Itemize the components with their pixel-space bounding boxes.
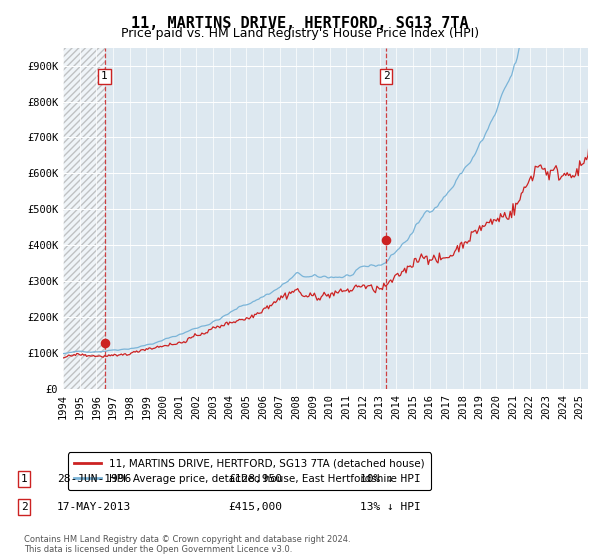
Bar xyxy=(63,48,104,389)
Text: 2: 2 xyxy=(383,71,389,81)
Point xyxy=(381,236,391,245)
Text: Price paid vs. HM Land Registry's House Price Index (HPI): Price paid vs. HM Land Registry's House … xyxy=(121,27,479,40)
Point xyxy=(100,338,109,347)
Legend: 11, MARTINS DRIVE, HERTFORD, SG13 7TA (detached house), HPI: Average price, deta: 11, MARTINS DRIVE, HERTFORD, SG13 7TA (d… xyxy=(68,452,431,490)
Text: 2: 2 xyxy=(20,502,28,512)
Text: Contains HM Land Registry data © Crown copyright and database right 2024.
This d: Contains HM Land Registry data © Crown c… xyxy=(24,535,350,554)
Text: 1: 1 xyxy=(20,474,28,484)
Text: 13% ↓ HPI: 13% ↓ HPI xyxy=(360,502,421,512)
Text: £128,950: £128,950 xyxy=(228,474,282,484)
Text: 17-MAY-2013: 17-MAY-2013 xyxy=(57,502,131,512)
Text: 11, MARTINS DRIVE, HERTFORD, SG13 7TA: 11, MARTINS DRIVE, HERTFORD, SG13 7TA xyxy=(131,16,469,31)
Text: 10% ↓ HPI: 10% ↓ HPI xyxy=(360,474,421,484)
Text: £415,000: £415,000 xyxy=(228,502,282,512)
Text: 1: 1 xyxy=(101,71,108,81)
Text: 28-JUN-1996: 28-JUN-1996 xyxy=(57,474,131,484)
